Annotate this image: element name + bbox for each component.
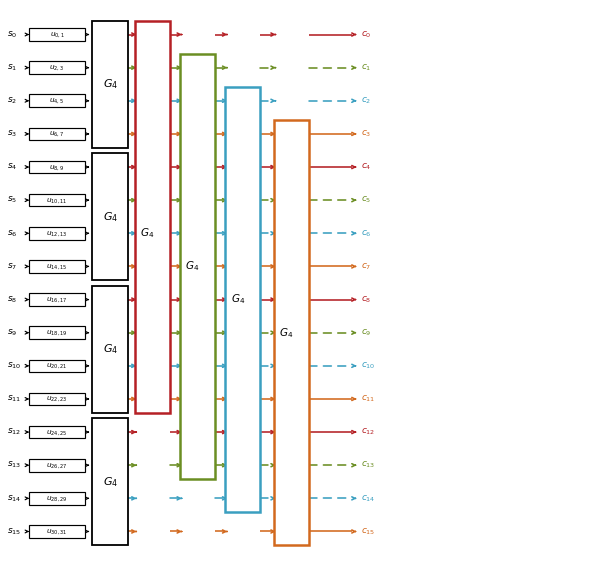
- Text: $G_4$: $G_4$: [279, 326, 293, 340]
- Text: $s_{11}$: $s_{11}$: [7, 394, 22, 404]
- Bar: [180, 54, 215, 479]
- Text: $s_{9}$: $s_{9}$: [7, 328, 18, 338]
- Text: $s_{10}$: $s_{10}$: [7, 361, 22, 371]
- Text: $c_{7}$: $c_{7}$: [362, 261, 372, 272]
- Text: $c_{12}$: $c_{12}$: [362, 427, 376, 438]
- Text: $c_{11}$: $c_{11}$: [362, 394, 376, 404]
- Text: $u_{12,13}$: $u_{12,13}$: [46, 229, 68, 238]
- Text: $s_{8}$: $s_{8}$: [7, 294, 18, 305]
- Text: $s_{5}$: $s_{5}$: [7, 195, 18, 205]
- Bar: [226, 87, 260, 512]
- Text: $u_{4,5}$: $u_{4,5}$: [49, 96, 64, 105]
- Bar: [29, 359, 85, 372]
- Text: $u_{30,31}$: $u_{30,31}$: [46, 527, 68, 536]
- Text: $s_{15}$: $s_{15}$: [7, 526, 22, 537]
- Text: $G_4$: $G_4$: [230, 293, 245, 306]
- Text: $s_{7}$: $s_{7}$: [7, 261, 18, 272]
- Text: $u_{2,3}$: $u_{2,3}$: [49, 63, 64, 72]
- Bar: [29, 61, 85, 74]
- Text: $c_{3}$: $c_{3}$: [362, 128, 372, 139]
- Text: $s_{12}$: $s_{12}$: [7, 427, 21, 438]
- Text: $s_{3}$: $s_{3}$: [7, 128, 18, 139]
- Text: $G_4$: $G_4$: [103, 475, 118, 488]
- Text: $c_{4}$: $c_{4}$: [362, 162, 372, 172]
- Text: $c_{1}$: $c_{1}$: [362, 62, 372, 73]
- Text: $s_{14}$: $s_{14}$: [7, 493, 22, 504]
- Bar: [29, 161, 85, 173]
- Bar: [274, 120, 309, 546]
- Text: $c_{0}$: $c_{0}$: [362, 29, 372, 40]
- Text: $c_{15}$: $c_{15}$: [362, 526, 376, 537]
- Text: $u_{20,21}$: $u_{20,21}$: [46, 361, 68, 370]
- Bar: [29, 459, 85, 471]
- Text: $u_{10,11}$: $u_{10,11}$: [46, 196, 68, 205]
- Text: $u_{16,17}$: $u_{16,17}$: [46, 295, 68, 304]
- Text: $u_{22,23}$: $u_{22,23}$: [46, 395, 68, 404]
- Text: $c_{5}$: $c_{5}$: [362, 195, 372, 205]
- Text: $c_{13}$: $c_{13}$: [362, 460, 376, 470]
- Text: $s_{2}$: $s_{2}$: [7, 96, 18, 106]
- Bar: [29, 194, 85, 207]
- Text: $u_{14,15}$: $u_{14,15}$: [46, 262, 68, 271]
- Bar: [29, 28, 85, 41]
- Text: $u_{28,29}$: $u_{28,29}$: [46, 494, 68, 503]
- Text: $s_{1}$: $s_{1}$: [7, 62, 18, 73]
- Bar: [29, 492, 85, 505]
- Bar: [29, 525, 85, 538]
- Text: $G_4$: $G_4$: [103, 78, 118, 91]
- Text: $u_{0,1}$: $u_{0,1}$: [49, 30, 64, 39]
- Bar: [92, 286, 128, 413]
- Text: $s_{0}$: $s_{0}$: [7, 29, 18, 40]
- Bar: [29, 327, 85, 339]
- Bar: [92, 418, 128, 546]
- Text: $c_{8}$: $c_{8}$: [362, 294, 372, 305]
- Text: $c_{9}$: $c_{9}$: [362, 328, 372, 338]
- Text: $G_4$: $G_4$: [103, 342, 118, 356]
- Text: $u_{6,7}$: $u_{6,7}$: [49, 130, 64, 139]
- Text: $c_{2}$: $c_{2}$: [362, 96, 372, 106]
- Text: $s_{6}$: $s_{6}$: [7, 228, 18, 238]
- Text: $u_{26,27}$: $u_{26,27}$: [46, 461, 68, 470]
- Text: $u_{18,19}$: $u_{18,19}$: [46, 328, 68, 337]
- Bar: [29, 227, 85, 239]
- Text: $c_{6}$: $c_{6}$: [362, 228, 372, 238]
- Bar: [92, 153, 128, 280]
- Bar: [29, 260, 85, 273]
- Text: $G_4$: $G_4$: [185, 260, 199, 273]
- Text: $u_{8,9}$: $u_{8,9}$: [49, 162, 64, 171]
- Bar: [92, 20, 128, 148]
- Text: $u_{24,25}$: $u_{24,25}$: [46, 427, 68, 436]
- Bar: [134, 20, 170, 413]
- Text: $G_4$: $G_4$: [103, 210, 118, 224]
- Bar: [29, 293, 85, 306]
- Bar: [29, 393, 85, 405]
- Bar: [29, 426, 85, 439]
- Bar: [29, 127, 85, 140]
- Text: $s_{4}$: $s_{4}$: [7, 162, 18, 172]
- Bar: [29, 95, 85, 107]
- Text: $s_{13}$: $s_{13}$: [7, 460, 22, 470]
- Text: $c_{14}$: $c_{14}$: [362, 493, 376, 504]
- Text: $G_4$: $G_4$: [140, 226, 154, 240]
- Text: $c_{10}$: $c_{10}$: [362, 361, 376, 371]
